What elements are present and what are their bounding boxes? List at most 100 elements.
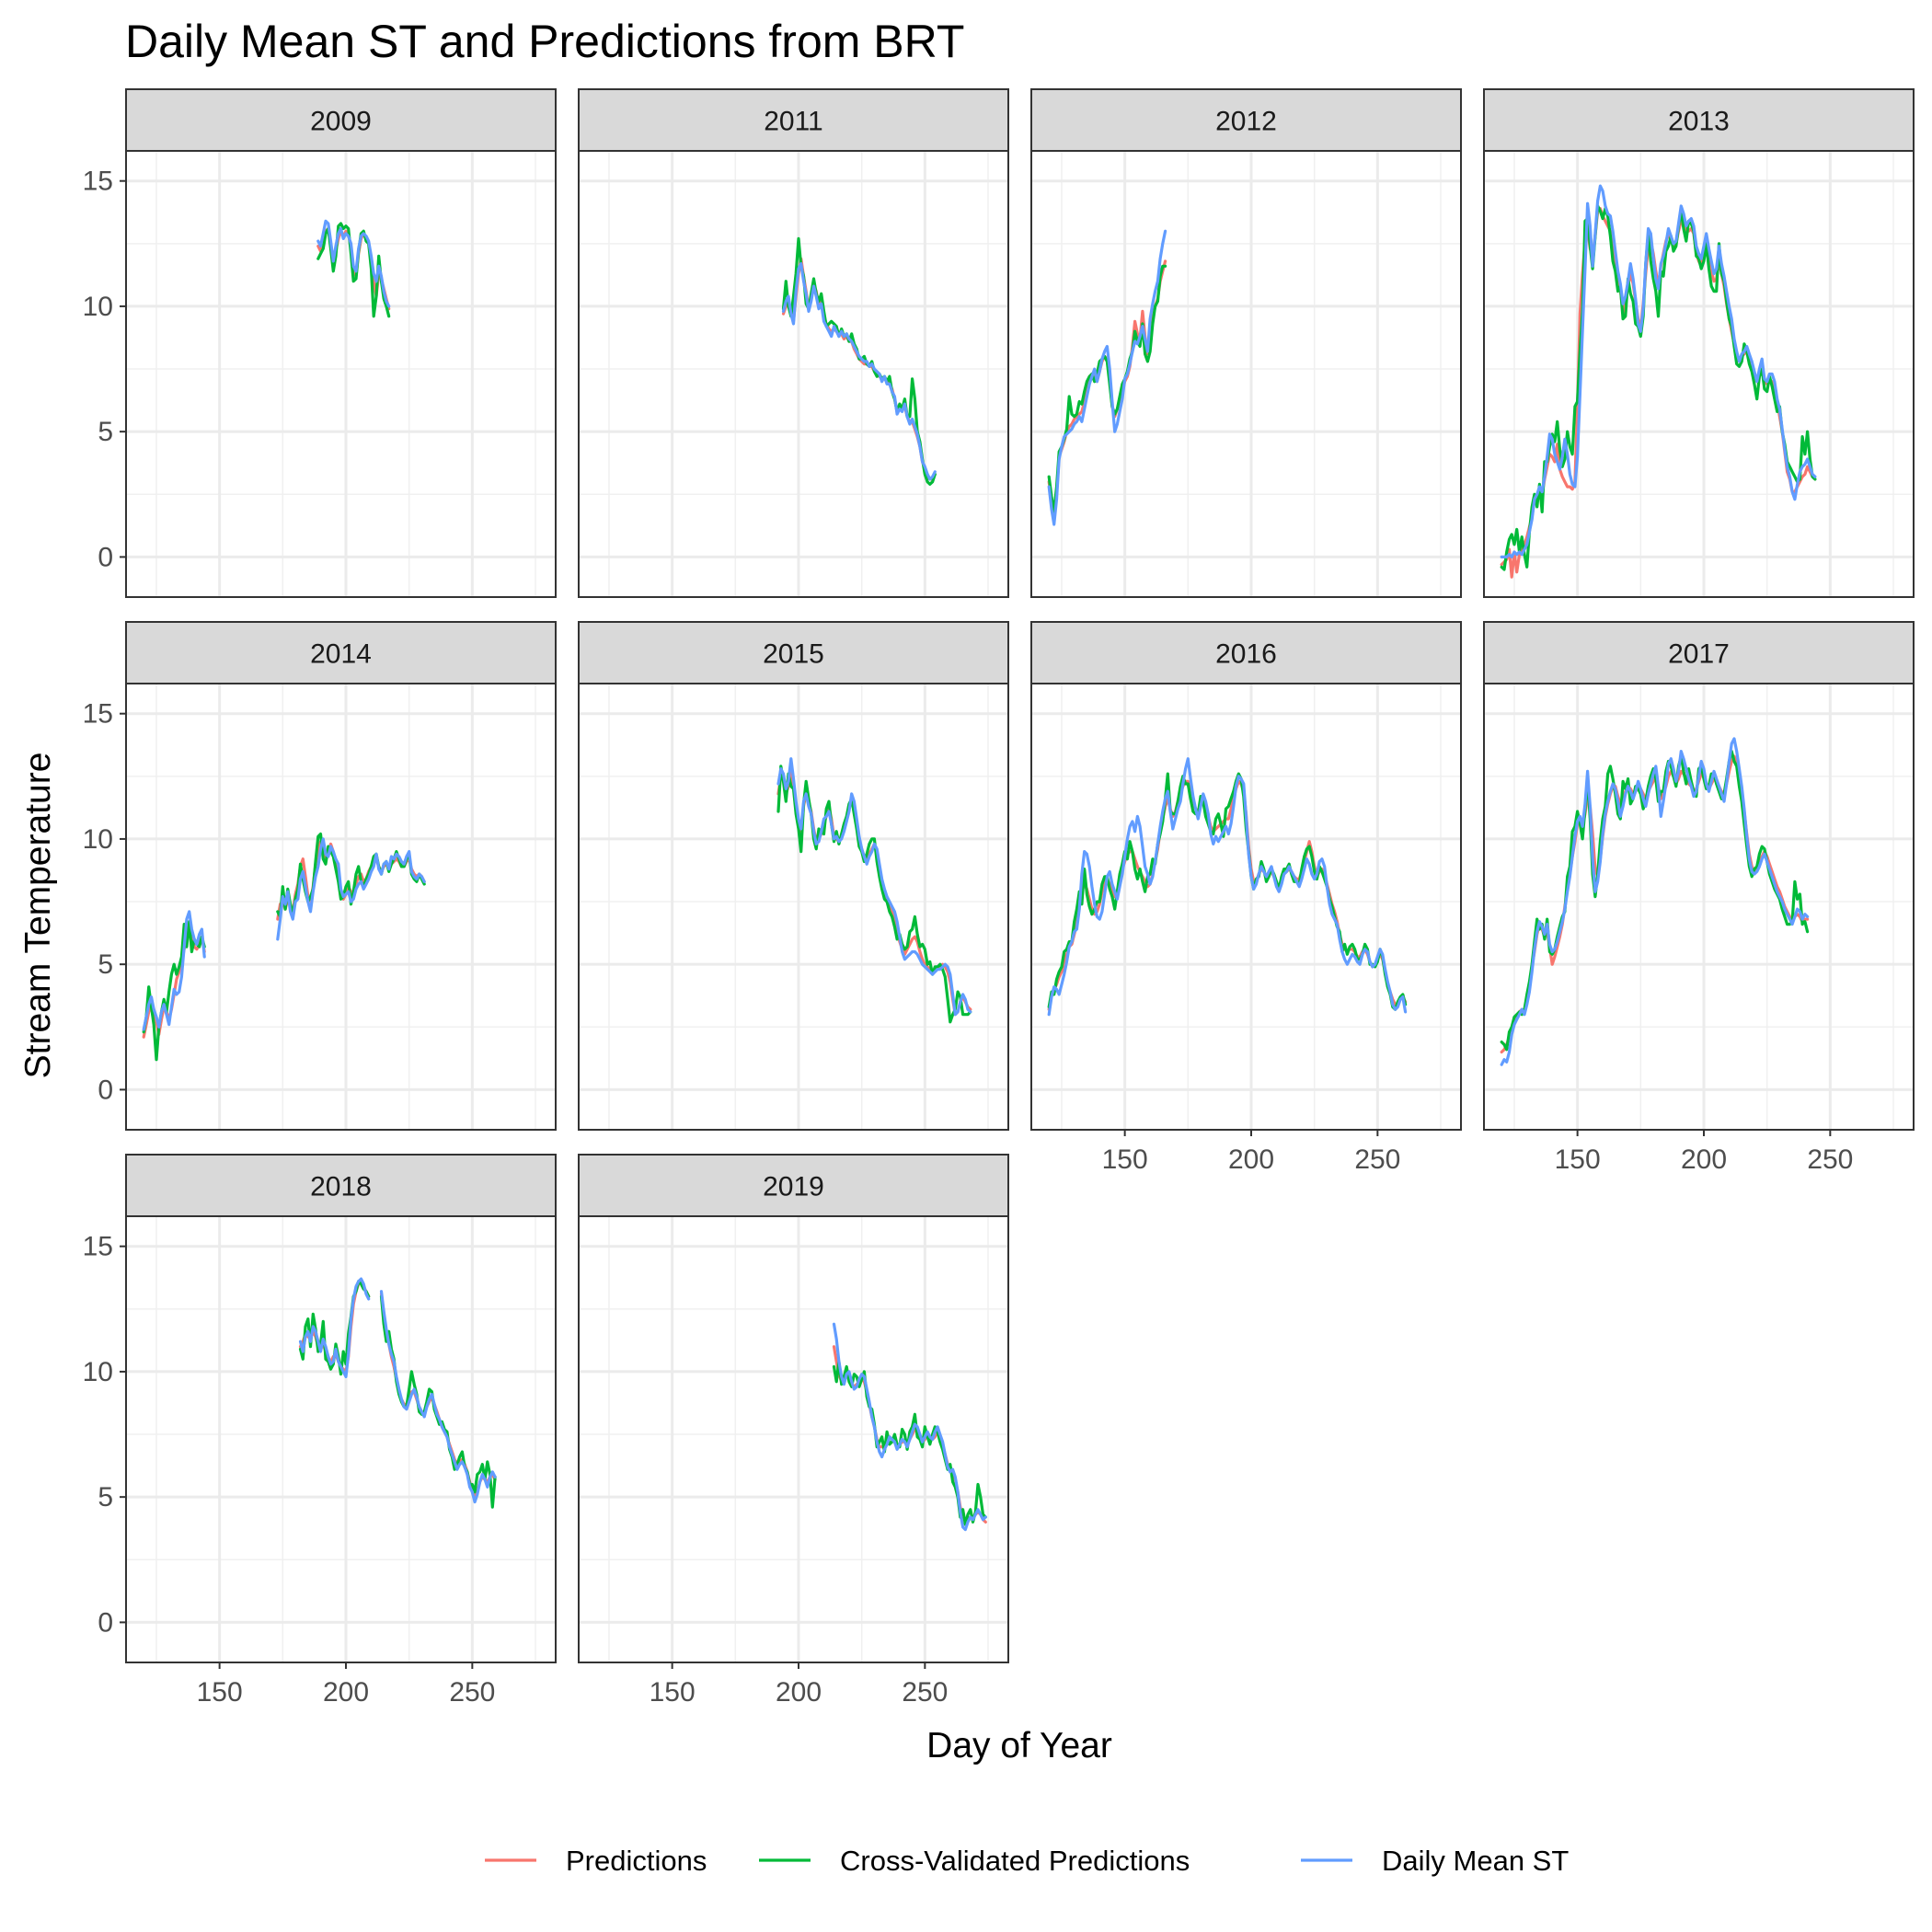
facet-panel-2012: 2012 <box>1030 88 1462 598</box>
panel-grid <box>1484 684 1914 1130</box>
facet-strip-label: 2013 <box>1668 107 1730 137</box>
panel-grid <box>579 1216 1008 1662</box>
panel-background <box>579 1216 1008 1662</box>
legend-item: Predictions <box>485 1845 707 1877</box>
facet-strip <box>578 88 1009 152</box>
series-line-daily-mean-st <box>298 1277 497 1504</box>
facet-strip-label: 2019 <box>763 1172 824 1202</box>
y-tick-label: 10 <box>83 292 113 322</box>
x-tick-label: 150 <box>1555 1144 1601 1175</box>
facet-strip <box>125 621 557 684</box>
panel-grid <box>1031 684 1461 1130</box>
facet-strip-label: 2016 <box>1215 639 1277 670</box>
panel-series <box>142 832 426 1062</box>
panel-grid <box>1031 151 1461 597</box>
panel-border <box>578 1215 1009 1663</box>
legend-item: Daily Mean ST <box>1301 1845 1569 1877</box>
panel-border <box>1483 683 1915 1131</box>
x-tick-label: 150 <box>650 1677 696 1708</box>
panel-grid <box>579 151 1008 597</box>
panel-grid <box>126 1216 556 1662</box>
y-tick-label: 15 <box>83 167 113 197</box>
legend-item: Cross-Validated Predictions <box>759 1845 1190 1877</box>
legend: Predictions Cross-Validated Predictions Da… <box>485 1845 1569 1877</box>
series-line-daily-mean-st <box>1047 229 1167 526</box>
y-tick-label: 0 <box>98 1075 113 1105</box>
x-tick-label: 200 <box>323 1677 369 1708</box>
facet-panel-2019: 2019 150 200 250 <box>578 1154 1009 1708</box>
chart-title: Daily Mean ST and Predictions from BRT <box>125 16 964 67</box>
panel-series <box>832 1322 987 1532</box>
panel-series <box>776 757 972 1024</box>
y-axis-title: Stream Temperature <box>18 753 58 1079</box>
y-tick-label: 15 <box>83 699 113 730</box>
series-line-daily-mean-st <box>1500 737 1810 1066</box>
facet-panel-2013: 2013 <box>1483 88 1915 598</box>
facet-panels: 2009 0 5 10 15 2011 2012 2013 2014 0 5 10 15 2015 2016… <box>83 88 1915 1708</box>
facet-panel-2016: 2016 150 200 250 <box>1030 621 1462 1175</box>
panel-background <box>126 151 556 597</box>
series-line-daily-mean-st <box>316 219 391 308</box>
facet-strip-label: 2014 <box>310 639 372 670</box>
facet-strip <box>1483 88 1915 152</box>
panel-background <box>126 684 556 1130</box>
panel-series <box>781 236 937 486</box>
y-tick-label: 10 <box>83 824 113 855</box>
x-tick-label: 200 <box>1681 1144 1727 1175</box>
panel-border <box>1483 150 1915 598</box>
panel-grid <box>579 684 1008 1130</box>
panel-border <box>578 150 1009 598</box>
panel-background <box>1484 684 1914 1130</box>
facet-panel-2011: 2011 <box>578 88 1009 598</box>
series-line-daily-mean-st <box>781 262 937 481</box>
facet-panel-2015: 2015 <box>578 621 1009 1131</box>
y-tick-label: 5 <box>98 1482 113 1512</box>
facet-strip <box>1483 621 1915 684</box>
facet-panel-2009: 2009 0 5 10 15 <box>83 88 557 598</box>
series-line-cross-validated-predictions <box>1047 264 1167 513</box>
legend-label: Predictions <box>566 1845 707 1877</box>
panel-border <box>578 683 1009 1131</box>
y-tick-label: 0 <box>98 1607 113 1638</box>
y-tick-label: 0 <box>98 542 113 572</box>
x-tick-label: 250 <box>902 1677 948 1708</box>
facet-strip-label: 2011 <box>764 107 823 137</box>
legend-label: Daily Mean ST <box>1382 1845 1569 1877</box>
panel-background <box>579 684 1008 1130</box>
panel-border <box>125 1215 557 1663</box>
facet-strip-label: 2018 <box>310 1172 372 1202</box>
panel-series <box>1047 757 1408 1017</box>
facet-strip-label: 2012 <box>1215 107 1277 137</box>
x-tick-label: 250 <box>1354 1144 1400 1175</box>
panel-border <box>125 150 557 598</box>
panel-series <box>1500 184 1817 579</box>
facet-strip <box>578 1154 1009 1217</box>
panel-border <box>1030 683 1462 1131</box>
x-tick-label: 250 <box>1807 1144 1853 1175</box>
series-line-daily-mean-st <box>1047 757 1408 1017</box>
series-line-daily-mean-st <box>1500 184 1817 558</box>
panel-series <box>316 219 391 318</box>
facet-panel-2018: 2018 0 5 10 15 150 200 250 <box>83 1154 557 1708</box>
facet-strip <box>1030 88 1462 152</box>
panel-background <box>126 1216 556 1662</box>
y-tick-label: 5 <box>98 949 113 980</box>
panel-series <box>1047 229 1167 526</box>
facet-strip <box>125 1154 557 1217</box>
x-tick-label: 150 <box>1102 1144 1148 1175</box>
facet-strip <box>1030 621 1462 684</box>
panel-background <box>579 151 1008 597</box>
y-tick-label: 10 <box>83 1357 113 1387</box>
legend-label: Cross-Validated Predictions <box>840 1845 1190 1877</box>
y-tick-label: 15 <box>83 1232 113 1262</box>
facet-strip-label: 2009 <box>310 107 372 137</box>
facet-strip-label: 2015 <box>763 639 824 670</box>
series-line-cross-validated-predictions <box>1047 772 1408 1011</box>
panel-border <box>1030 150 1462 598</box>
panel-border <box>125 683 557 1131</box>
x-axis-title: Day of Year <box>926 1726 1112 1765</box>
facet-panel-2017: 2017 150 200 250 <box>1483 621 1915 1175</box>
x-tick-label: 150 <box>197 1677 243 1708</box>
y-tick-label: 5 <box>98 417 113 447</box>
